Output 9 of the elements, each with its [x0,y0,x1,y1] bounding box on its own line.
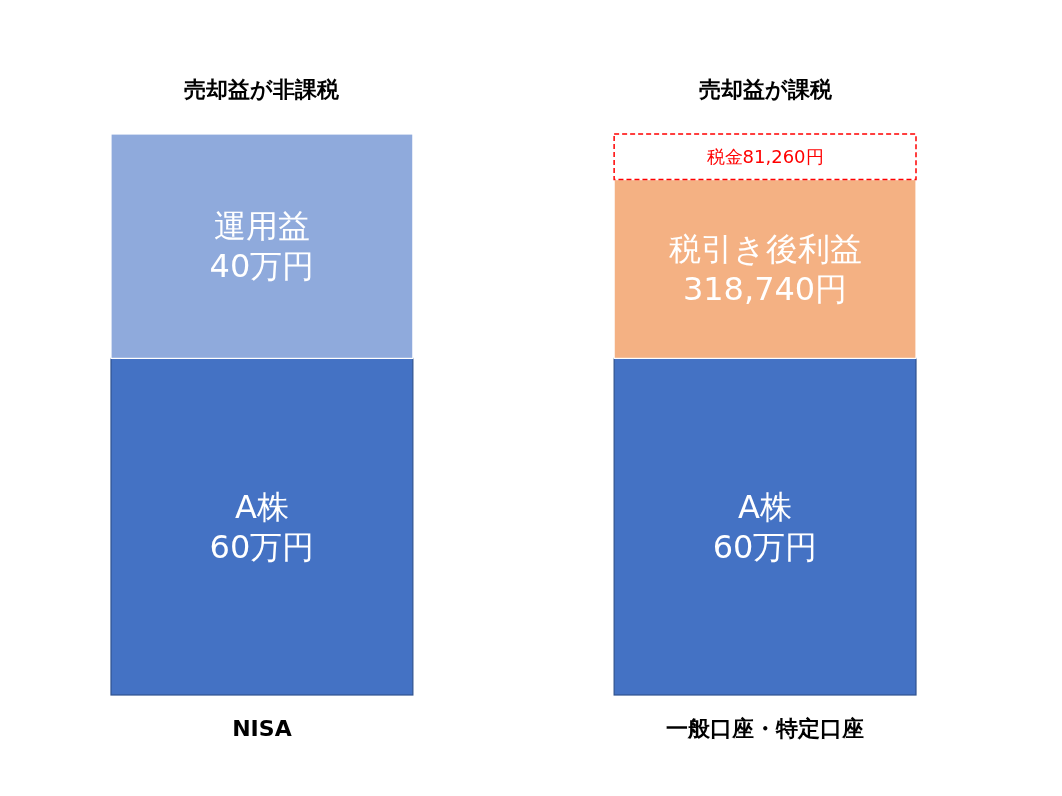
annotation: 売却益が非課税 [184,77,341,102]
x-tick-label: NISA [232,716,292,741]
data-label: 税引き後利益 318,740円 [668,230,862,309]
data-label: 税金81,260円 [706,146,824,168]
data-label: A株 60万円 [712,487,818,566]
data-label: A株 60万円 [209,487,315,566]
annotation: 売却益が課税 [698,77,833,102]
x-tick-label: 一般口座・特定口座 [666,716,865,741]
data-label: 運用益 40万円 [209,207,315,286]
